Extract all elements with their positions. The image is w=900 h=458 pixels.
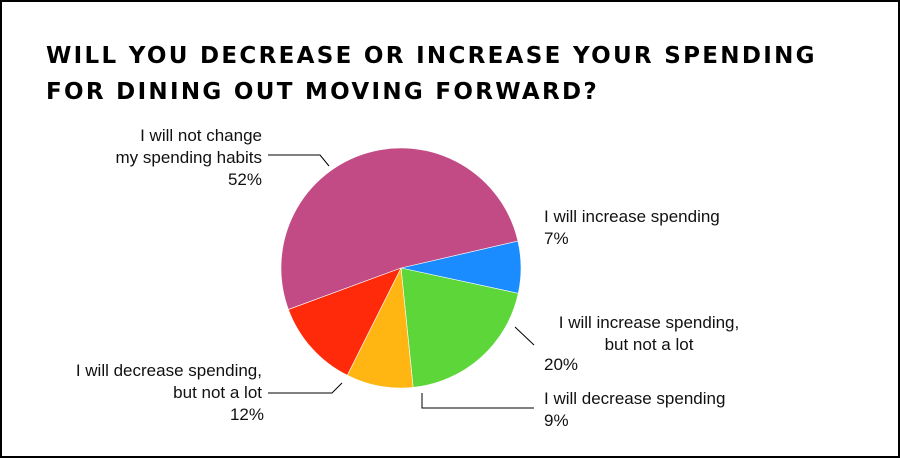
slice-label-increase-little: I will increase spending, but not a lot bbox=[543, 312, 755, 356]
slice-label-increase-little-line-2: but not a lot bbox=[604, 335, 694, 354]
leader-line-no-change bbox=[268, 154, 330, 167]
slice-label-no-change-line-2: my spending habits bbox=[115, 148, 262, 167]
slice-label-increase-little-line-1: I will increase spending, bbox=[558, 313, 740, 332]
leader-line-increase-little bbox=[514, 326, 535, 346]
slice-label-decrease-little-line-2: but not a lot bbox=[173, 383, 262, 402]
slice-label-decrease-little: I will decrease spending, but not a lot bbox=[42, 360, 262, 404]
slice-label-decrease-little-line-1: I will decrease spending, bbox=[75, 361, 262, 380]
slice-value-increase-little: 20% bbox=[544, 355, 579, 374]
pie-slice-increase-little bbox=[400, 267, 519, 388]
slice-value-decrease-little: 12% bbox=[229, 405, 264, 424]
slice-label-decrease-line-1: I will decrease spending bbox=[544, 389, 726, 408]
chart-title-line-2: FOR DINING OUT MOVING FORWARD? bbox=[46, 79, 600, 105]
slice-value-increase: 7% bbox=[544, 229, 569, 248]
slice-value-no-change: 52% bbox=[227, 170, 262, 189]
slice-label-no-change: I will not change my spending habits 52% bbox=[62, 125, 262, 191]
slice-label-increase-line-1: I will increase spending bbox=[544, 207, 720, 226]
leader-line-decrease bbox=[421, 393, 534, 409]
slice-value-decrease: 9% bbox=[544, 411, 569, 430]
chart-title: WILL YOU DECREASE OR INCREASE YOUR SPEND… bbox=[46, 38, 886, 110]
leader-line-decrease-little bbox=[268, 382, 343, 394]
slice-value-increase-little-wrap: 20% bbox=[544, 354, 578, 376]
slice-value-decrease-little-wrap: 12% bbox=[42, 404, 264, 426]
slice-label-no-change-line-1: I will not change bbox=[140, 126, 262, 145]
pie-slice-no-change bbox=[280, 147, 519, 310]
chart-title-line-1: WILL YOU DECREASE OR INCREASE YOUR SPEND… bbox=[46, 43, 817, 69]
slice-label-increase: I will increase spending 7% bbox=[544, 206, 720, 250]
pie-slice-decrease-little bbox=[287, 267, 402, 376]
slice-label-decrease: I will decrease spending 9% bbox=[544, 388, 725, 432]
